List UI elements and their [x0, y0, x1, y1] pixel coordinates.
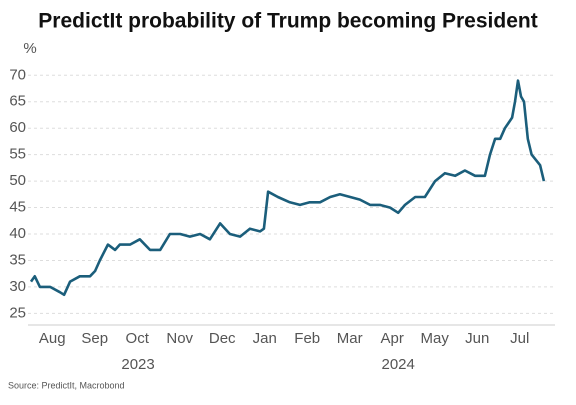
x-tick-label: Dec [209, 330, 236, 347]
x-group-label: 2024 [381, 356, 414, 373]
x-tick-label: Oct [126, 330, 150, 347]
y-tick-label: 30 [9, 278, 26, 295]
y-tick-label: 65 [9, 93, 26, 110]
y-axis-label: % [23, 40, 36, 57]
chart-title: PredictIt probability of Trump becoming … [38, 10, 537, 33]
y-tick-label: 60 [9, 119, 26, 136]
y-tick-label: 45 [9, 199, 26, 216]
x-tick-label: Apr [381, 330, 404, 347]
x-tick-label: Sep [81, 330, 108, 347]
x-tick-label: Jul [510, 330, 529, 347]
line [29, 79, 546, 297]
y-tick-label: 70 [9, 66, 26, 83]
x-tick-label: Feb [294, 330, 320, 347]
x-group-label: 2023 [121, 356, 154, 373]
x-tick-label: Aug [39, 330, 66, 347]
y-tick-label: 50 [9, 172, 26, 189]
y-tick-label: 55 [9, 146, 26, 163]
x-tick-label: May [421, 330, 450, 347]
y-tick-label: 25 [9, 304, 26, 321]
x-tick-label: Jun [465, 330, 489, 347]
y-tick-label: 40 [9, 225, 26, 242]
y-tick-label: 35 [9, 251, 26, 268]
x-tick-label: Mar [337, 330, 363, 347]
x-tick-label: Nov [166, 330, 193, 347]
source: Source: PredictIt, Macrobond [8, 380, 125, 390]
x-tick-label: Jan [253, 330, 277, 347]
